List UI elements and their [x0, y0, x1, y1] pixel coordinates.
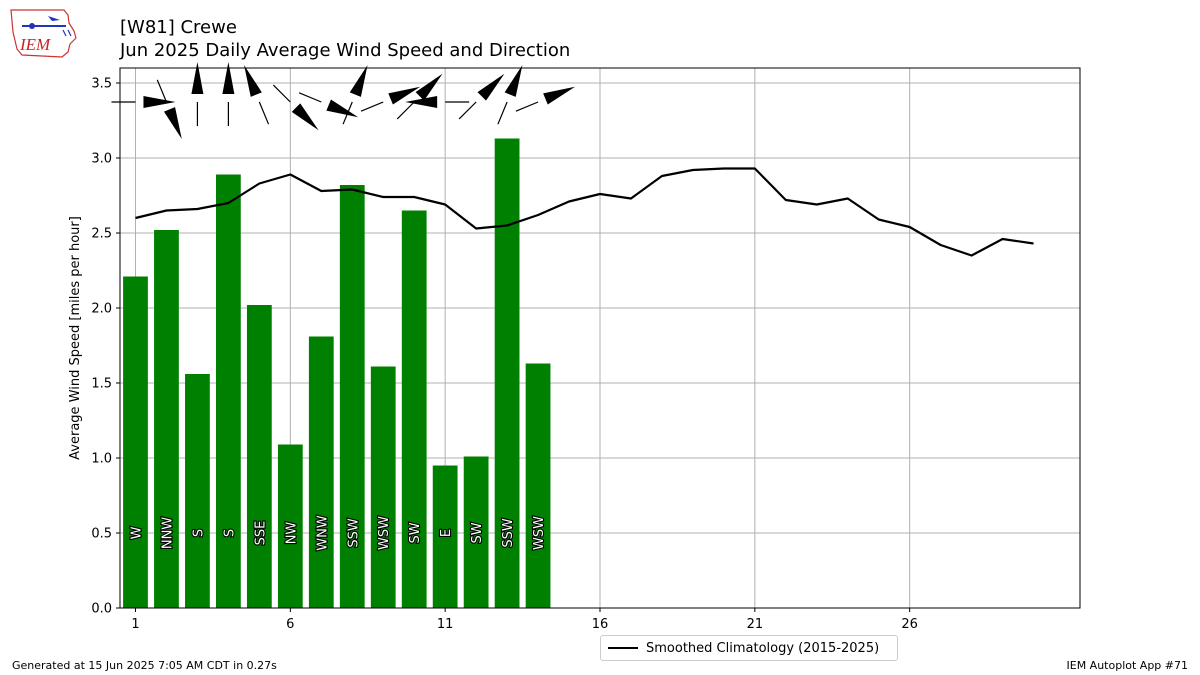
bar-day-4: [216, 174, 241, 608]
arrow-head: [143, 96, 176, 108]
arrow-head: [405, 96, 438, 108]
wind-direction-arrows: [111, 62, 576, 139]
wind-arrow-day-10: [396, 73, 443, 120]
arrow-head: [163, 107, 182, 139]
wind-arrow-day-11: [405, 96, 470, 108]
bar-day-13: [494, 138, 520, 608]
arrow-head: [191, 62, 204, 94]
wind-arrow-day-12: [458, 73, 505, 120]
chart-subtitle: Jun 2025 Daily Average Wind Speed and Di…: [120, 40, 571, 61]
wind-arrow-day-3: [191, 62, 204, 126]
bar-day-7: [308, 336, 334, 608]
wind-arrow-day-14: [515, 86, 576, 112]
direction-label-day-1: W: [129, 526, 144, 539]
arrow-shaft: [342, 101, 353, 125]
wind-arrow-day-7: [298, 92, 359, 118]
x-tick-label: 26: [901, 617, 918, 632]
arrow-head: [415, 73, 443, 101]
bar-day-5: [246, 305, 272, 608]
arrow-shaft: [396, 101, 415, 120]
wind-arrow-day-5: [244, 65, 270, 125]
arrow-head: [349, 65, 368, 97]
wind-arrow-day-13: [497, 65, 523, 125]
y-axis-label: Average Wind Speed [miles per hour]: [68, 216, 83, 460]
y-tick-label: 3.5: [91, 77, 112, 92]
bar-day-10: [401, 210, 427, 608]
y-tick-label: 1.0: [91, 452, 112, 467]
logo-text: IEM: [19, 35, 51, 54]
iowa-state-outline: [10, 9, 77, 58]
x-tick-label: 1: [131, 617, 139, 632]
arrow-head: [326, 99, 359, 118]
wind-arrow-day-6: [272, 84, 319, 131]
bar-day-12: [463, 456, 489, 608]
arrow-shaft: [497, 101, 508, 125]
direction-label-day-7: WNW: [315, 515, 330, 551]
arrow-head: [222, 62, 235, 94]
legend-label: Smoothed Climatology (2015-2025): [646, 640, 880, 656]
direction-label-day-13: SSW: [501, 518, 516, 548]
arrow-shaft: [298, 92, 322, 103]
direction-label-day-14: WSW: [532, 516, 547, 550]
wind-arrow-day-1: [111, 96, 176, 108]
bar-day-2: [154, 230, 179, 608]
climatology-line-group: [135, 167, 1034, 257]
arrow-shaft: [156, 79, 168, 103]
iem-logo: IEM: [10, 9, 77, 58]
wind-arrow-day-8: [342, 65, 368, 125]
bar-day-8: [339, 185, 365, 608]
arrow-shaft: [515, 101, 539, 112]
direction-label-day-11: E: [439, 529, 454, 537]
x-tick-label: 6: [286, 617, 294, 632]
direction-label-day-5: SSE: [253, 521, 268, 546]
arrow-shaft: [258, 101, 270, 125]
x-tick-label: 21: [747, 617, 764, 632]
wind-arrow-day-2: [156, 79, 182, 139]
bar-day-6: [277, 444, 303, 608]
direction-label-day-6: NW: [284, 522, 299, 545]
direction-label-day-9: WSW: [377, 516, 392, 550]
direction-label-day-12: SW: [470, 522, 485, 543]
bar-day-3: [185, 374, 210, 608]
arrow-head: [543, 86, 576, 105]
arrow-head: [504, 65, 523, 97]
arrow-head: [388, 86, 421, 105]
y-tick-label: 0.0: [91, 602, 112, 617]
generated-timestamp: Generated at 15 Jun 2025 7:05 AM CDT in …: [12, 659, 277, 672]
arrow-head: [477, 73, 505, 101]
direction-label-day-10: SW: [408, 522, 423, 543]
axis-ticks: 0.00.51.01.52.02.53.03.51 6 11 16 21 26: [91, 77, 918, 633]
y-tick-label: 3.0: [91, 152, 112, 167]
climatology-line: [135, 167, 1034, 257]
arrow-shaft: [360, 101, 384, 112]
arrow-shaft: [458, 101, 477, 120]
direction-label-day-3: S: [191, 529, 206, 537]
y-tick-label: 1.5: [91, 377, 112, 392]
direction-labels: W NNW S S SSE NW WNW SSW WSW SW E SW SSW WSW: [128, 514, 548, 552]
y-tick-label: 2.5: [91, 227, 112, 242]
bar-day-14: [525, 363, 551, 608]
legend-line-swatch: [608, 647, 638, 649]
x-tick-label: 16: [592, 617, 609, 632]
wind-speed-bars: [123, 138, 551, 608]
direction-label-day-2: NNW: [160, 517, 175, 549]
arrow-shaft: [272, 84, 291, 103]
bar-day-1: [123, 276, 148, 608]
arrow-head: [244, 65, 262, 97]
app-credit: IEM Autoplot App #71: [1066, 659, 1189, 672]
x-tick-label: 11: [437, 617, 454, 632]
y-tick-label: 0.5: [91, 527, 112, 542]
bar-day-9: [370, 366, 396, 608]
bar-day-11: [432, 465, 458, 608]
wind-arrow-day-9: [360, 86, 421, 112]
wind-arrow-day-4: [222, 62, 235, 126]
legend: Smoothed Climatology (2015-2025): [600, 635, 898, 661]
y-tick-label: 2.0: [91, 302, 112, 317]
direction-label-day-8: SSW: [346, 518, 361, 548]
direction-label-day-4: S: [222, 529, 237, 537]
arrow-head: [291, 103, 319, 131]
chart-title: [W81] Crewe: [120, 17, 237, 38]
